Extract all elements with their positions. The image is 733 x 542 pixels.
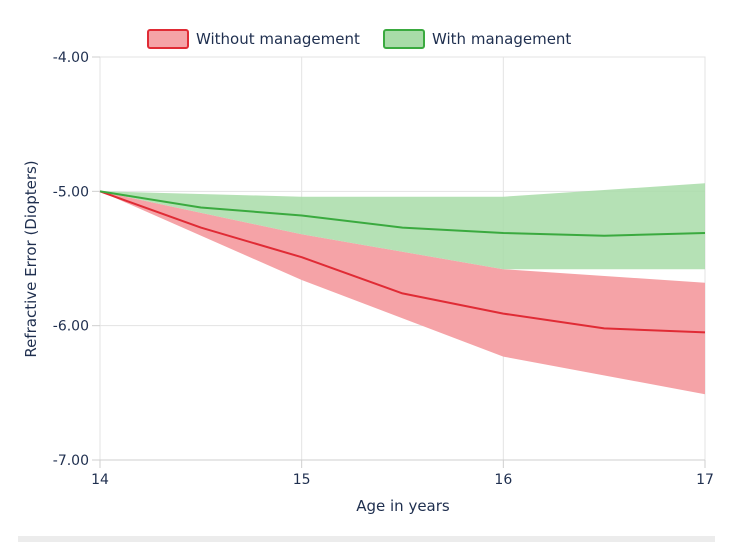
- y-axis-title: Refractive Error (Diopters): [22, 160, 40, 357]
- y-tick-label: -5.00: [53, 184, 89, 200]
- legend[interactable]: Without management With management: [147, 29, 571, 49]
- line-without-management: [99, 190, 706, 334]
- y-tick-label: -6.00: [53, 319, 89, 335]
- bottom-scroll-strip: [18, 536, 715, 542]
- y-tick-label: -7.00: [53, 453, 89, 469]
- legend-label-with-management[interactable]: With management: [432, 30, 571, 48]
- x-tick-label: 15: [293, 472, 311, 488]
- x-axis-title: Age in years: [356, 497, 450, 515]
- band-with-management: [100, 183, 705, 270]
- x-tick-label: 16: [494, 472, 512, 488]
- legend-swatch-without-management[interactable]: [147, 29, 189, 49]
- line-with-management: [99, 190, 706, 237]
- x-tick-label: 17: [696, 472, 714, 488]
- series-lines: [99, 190, 706, 334]
- x-tick-label: 14: [91, 472, 109, 488]
- legend-swatch-with-management[interactable]: [383, 29, 425, 49]
- y-tick-label: -4.00: [53, 50, 89, 66]
- confidence-bands: [100, 183, 705, 395]
- legend-label-without-management[interactable]: Without management: [196, 30, 360, 48]
